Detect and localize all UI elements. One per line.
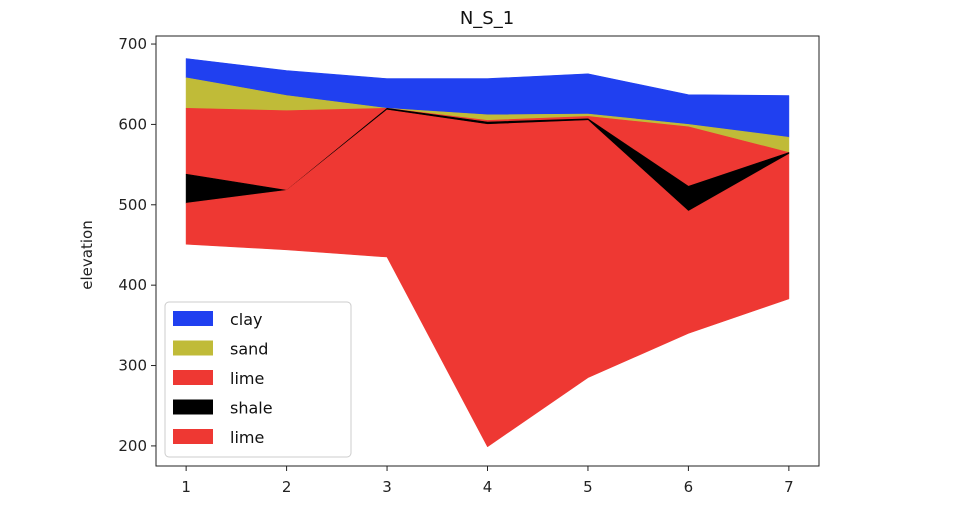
x-tick-label: 1 <box>181 478 191 496</box>
y-tick-label: 300 <box>118 357 147 375</box>
legend-swatch-shale <box>173 399 213 415</box>
y-tick-label: 600 <box>118 115 147 133</box>
x-tick-label: 3 <box>382 478 392 496</box>
legend-label-sand: sand <box>230 340 268 359</box>
legend: clay sand lime shale lime <box>164 301 352 458</box>
y-axis: 200 300 400 500 600 700 <box>118 35 156 455</box>
legend-label-shale: shale <box>230 399 273 418</box>
y-axis-label: elevation <box>78 220 96 289</box>
y-tick-label: 400 <box>118 276 147 294</box>
x-tick-label: 4 <box>483 478 493 496</box>
x-tick-label: 7 <box>784 478 794 496</box>
y-tick-label: 200 <box>118 437 147 455</box>
x-axis: 1 2 3 4 5 6 7 <box>181 466 794 496</box>
legend-swatch-lime <box>173 370 213 385</box>
area-lime-5 <box>185 109 790 448</box>
area-layers <box>185 58 790 448</box>
y-tick-label: 700 <box>118 35 147 53</box>
x-tick-label: 2 <box>282 478 292 496</box>
legend-swatch-clay <box>173 311 213 326</box>
legend-label-lime: lime <box>230 428 264 447</box>
legend-swatch-lime <box>173 429 213 444</box>
x-tick-label: 5 <box>583 478 593 496</box>
legend-label-lime: lime <box>230 369 264 388</box>
legend-swatch-sand <box>173 340 213 356</box>
y-tick-label: 500 <box>118 196 147 214</box>
legend-label-clay: clay <box>230 310 263 329</box>
chart-title: N_S_1 <box>460 8 514 29</box>
x-tick-label: 6 <box>684 478 694 496</box>
